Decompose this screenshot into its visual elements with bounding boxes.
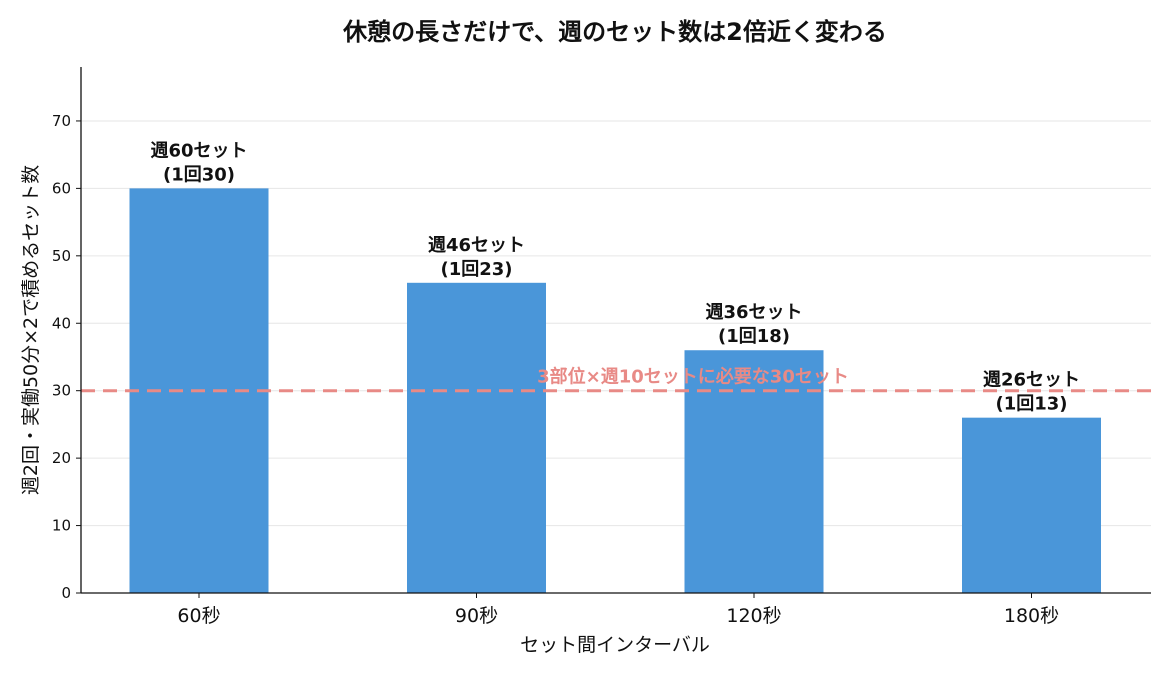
y-tick-label-40: 40 [52, 314, 71, 332]
y-tick-label-0: 0 [61, 584, 71, 602]
y-tick-label-30: 30 [52, 382, 71, 400]
data-label-line1-0: 週60セット [150, 140, 247, 161]
y-axis-label: 週2回・実働50分×2で積めるセット数 [20, 165, 42, 495]
reference-line-label: 3部位×週10セットに必要な30セット [537, 366, 849, 388]
x-axis-label: セット間インターバル [520, 634, 710, 656]
x-tick-label-2: 120秒 [726, 605, 781, 627]
y-tick-label-70: 70 [52, 112, 71, 130]
y-tick-label-20: 20 [52, 449, 71, 467]
bar-1 [407, 282, 546, 593]
bars [129, 188, 1101, 593]
chart-title: 休憩の長さだけで、週のセット数は2倍近く変わる [342, 18, 887, 46]
data-label-line1-2: 週36セット [705, 302, 802, 323]
data-label-line1-1: 週46セット [428, 235, 525, 256]
bar-3 [962, 417, 1101, 593]
data-label-line2-0: (1回30) [163, 164, 235, 185]
x-tick-label-1: 90秒 [455, 605, 498, 627]
y-tick-label-60: 60 [52, 179, 71, 197]
data-label-line2-1: (1回23) [440, 259, 512, 280]
data-label-line2-2: (1回18) [718, 326, 790, 347]
data-labels: 週60セット (1回30) 週46セット (1回23) 週36セット (1回18) 週26セ… [150, 140, 1080, 414]
y-tick-label-50: 50 [52, 247, 71, 265]
reference-line-group: 3部位×週10セットに必要な30セット [81, 366, 1151, 393]
data-label-line2-3: (1回13) [995, 394, 1067, 415]
x-tick-label-3: 180秒 [1004, 605, 1059, 627]
x-tick-label-0: 60秒 [177, 605, 220, 627]
y-tick-label-10: 10 [52, 517, 71, 535]
data-label-line1-3: 週26セット [983, 370, 1080, 391]
y-axis-ticks: 0 10 20 30 40 50 60 70 [52, 112, 81, 602]
x-axis-ticks: 60秒 90秒 120秒 180秒 [177, 593, 1059, 627]
